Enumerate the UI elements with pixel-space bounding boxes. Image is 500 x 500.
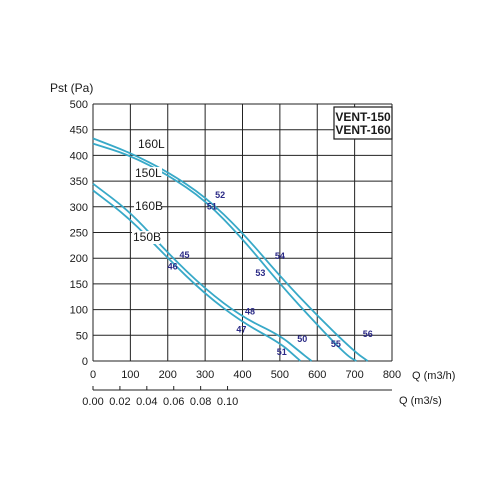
y-tick-label: 500 [70, 99, 88, 111]
curve-160l [92, 137, 369, 362]
curve-name-150l: 150L [135, 166, 162, 180]
curve-name-bg [137, 138, 165, 151]
curve-name-bg [132, 231, 160, 244]
curve-name-160l: 160L [138, 137, 165, 151]
y-tick-label: 100 [70, 305, 88, 317]
y-tick-label: 450 [70, 125, 88, 137]
x-tick-label: 800 [383, 369, 401, 381]
x-tick-label: 300 [196, 369, 214, 381]
x-tick-label: 400 [233, 369, 251, 381]
x-tick-label: 0 [90, 369, 96, 381]
curve-150b [92, 189, 302, 362]
tick-labels: 0 50 100 150 200 250 300 350 400 450 500 0 100 200 300… [70, 99, 402, 408]
y-tick-label: 400 [70, 150, 88, 162]
x2-axis-label: Q (m3/s) [399, 395, 442, 407]
curve-annotation: 54 [275, 251, 285, 261]
x2-tick-label: 0.02 [109, 396, 130, 408]
y-axis-label: Pst (Pa) [50, 81, 93, 95]
model-legend-box [333, 106, 393, 140]
curve-annotation: 55 [331, 339, 341, 349]
y-tick-label: 300 [70, 202, 88, 214]
curve-annotation: 50 [297, 334, 307, 344]
x2-tick-label: 0.08 [190, 396, 211, 408]
x2-tick-label: 0.06 [163, 396, 184, 408]
x-tick-label: 700 [345, 369, 363, 381]
curve-name-bg [134, 200, 162, 213]
x2-tick-label: 0.00 [82, 396, 103, 408]
curve-160b [92, 182, 313, 362]
y-tick-label: 50 [76, 330, 88, 342]
y-tick-label: 150 [70, 279, 88, 291]
curve-annotation: 51 [277, 347, 287, 357]
curve-name-bg [134, 167, 162, 180]
y-tick-label: 200 [70, 253, 88, 265]
curve-name-160b: 160B [135, 199, 163, 213]
x-axis-label: Q (m3/h) [412, 370, 455, 382]
curve-annotation: 53 [255, 268, 265, 278]
curve-150l [92, 142, 357, 362]
curve-annotation: 51 [207, 201, 217, 211]
curve-annotation: 47 [236, 325, 246, 335]
curve-annotation: 48 [245, 307, 255, 317]
x2-tick-label: 0.10 [217, 396, 238, 408]
model-legend-line-2: VENT-160 [335, 123, 391, 137]
y-tick-label: 250 [70, 228, 88, 240]
curve-annotation: 56 [363, 329, 373, 339]
x-tick-label: 100 [121, 369, 139, 381]
model-legend-line-1: VENT-150 [335, 110, 391, 124]
curve-annotation: 52 [215, 190, 225, 200]
y-tick-label: 350 [70, 176, 88, 188]
x-tick-label: 500 [271, 369, 289, 381]
x-tick-label: 200 [159, 369, 177, 381]
curves [92, 137, 369, 362]
curve-name-150b: 150B [133, 230, 161, 244]
x2-tick-label: 0.04 [136, 396, 157, 408]
curve-annotation: 46 [168, 262, 178, 272]
y-tick-label: 0 [82, 356, 88, 368]
curve-annotation: 45 [180, 250, 190, 260]
x-tick-label: 600 [308, 369, 326, 381]
